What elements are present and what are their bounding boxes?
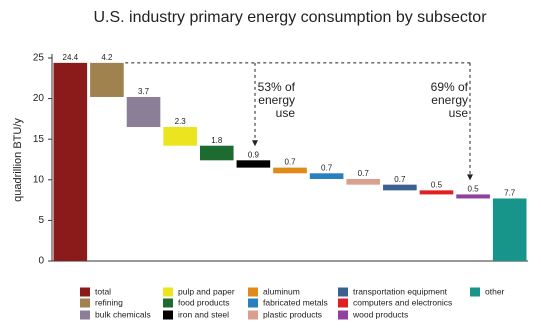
bar [273, 167, 307, 174]
legend-label: other [485, 286, 505, 296]
data-label: 24.4 [63, 53, 79, 62]
annotation: use [449, 106, 469, 120]
legend-swatch [80, 298, 90, 308]
legend-label: plastic products [263, 309, 322, 319]
legend-label: refining [95, 297, 123, 307]
y-tick-label: 15 [33, 134, 45, 145]
legend-label: total [95, 286, 111, 296]
y-tick-label: 25 [33, 53, 45, 64]
y-axis-label: quadrillion BTU/y [12, 118, 24, 202]
data-label: 4.2 [101, 53, 113, 62]
legend-swatch [80, 287, 90, 297]
arrow-head [467, 174, 473, 181]
legend-label: aluminum [263, 286, 300, 296]
legend-label: computers and electronics [353, 297, 452, 307]
y-tick-label: 20 [33, 93, 45, 104]
bar [456, 194, 490, 199]
legend-label: bulk chemicals [95, 309, 151, 319]
annotation: energy [258, 93, 295, 107]
bar [492, 198, 527, 261]
annotation: 69% of [431, 80, 469, 94]
legend-swatch [470, 287, 480, 297]
bar [346, 178, 381, 185]
data-label: 2.3 [175, 117, 187, 126]
y-tick-label: 5 [38, 215, 44, 226]
legend-label: transportation equipment [353, 286, 448, 296]
data-label: 0.7 [358, 169, 370, 178]
data-label: 0.9 [248, 150, 260, 159]
bar [383, 184, 417, 191]
legend-swatch [338, 287, 348, 297]
legend-swatch [338, 298, 348, 308]
bar [90, 62, 124, 97]
legend-label: iron and steel [178, 309, 229, 319]
data-label: 0.7 [284, 158, 296, 167]
y-tick-label: 0 [38, 256, 44, 267]
annotation: use [276, 106, 296, 120]
y-tick-label: 10 [33, 174, 45, 185]
bar [236, 160, 271, 168]
legend-swatch [163, 287, 173, 297]
data-label: 0.5 [431, 180, 443, 189]
data-label: 0.7 [394, 175, 406, 184]
arrow-head [252, 140, 258, 147]
legend-label: fabricated metals [263, 297, 328, 307]
chart-title: U.S. industry primary energy consumption… [93, 9, 487, 26]
bar [53, 62, 88, 261]
data-label: 1.8 [211, 136, 223, 145]
legend-swatch [338, 310, 348, 320]
bar [126, 96, 161, 128]
legend-swatch [163, 310, 173, 320]
data-label: 7.7 [504, 189, 516, 198]
legend-swatch [80, 310, 90, 320]
data-label: 0.7 [321, 163, 333, 172]
annotation: 53% of [258, 80, 296, 94]
legend-swatch [248, 298, 258, 308]
annotation: energy [431, 93, 468, 107]
legend-swatch [248, 310, 258, 320]
legend-swatch [163, 298, 173, 308]
data-label: 0.5 [468, 185, 480, 194]
bar [309, 173, 344, 179]
data-label: 3.7 [138, 87, 150, 96]
legend-swatch [248, 287, 258, 297]
bar [419, 190, 454, 195]
bar [163, 127, 197, 146]
bar [199, 145, 234, 161]
legend-label: pulp and paper [178, 286, 235, 296]
legend-label: wood products [352, 309, 408, 319]
legend-label: food products [178, 297, 230, 307]
